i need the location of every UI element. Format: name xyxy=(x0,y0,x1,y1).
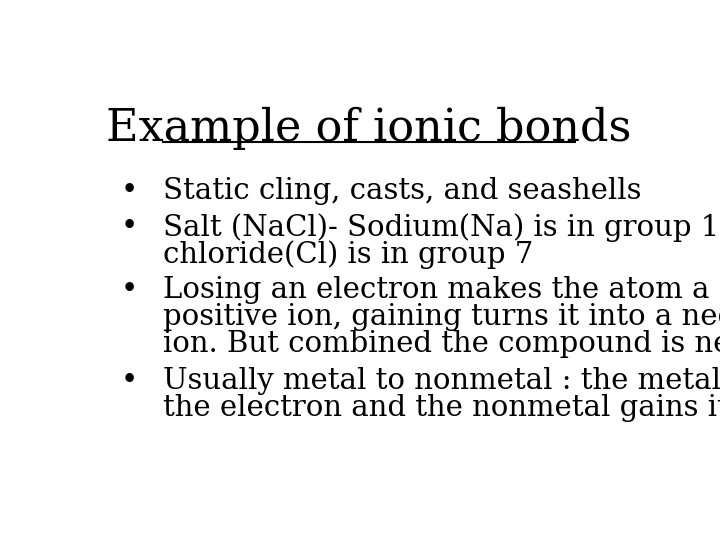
Text: positive ion, gaining turns it into a negative: positive ion, gaining turns it into a ne… xyxy=(163,303,720,332)
Text: Losing an electron makes the atom a: Losing an electron makes the atom a xyxy=(163,276,709,305)
Text: chloride(Cl) is in group 7: chloride(Cl) is in group 7 xyxy=(163,240,533,269)
Text: •: • xyxy=(120,213,138,241)
Text: Salt (NaCl)- Sodium(Na) is in group 1,: Salt (NaCl)- Sodium(Na) is in group 1, xyxy=(163,213,720,242)
Text: the electron and the nonmetal gains it: the electron and the nonmetal gains it xyxy=(163,394,720,422)
Text: Usually metal to nonmetal : the metal loses: Usually metal to nonmetal : the metal lo… xyxy=(163,367,720,395)
Text: Example of ionic bonds: Example of ionic bonds xyxy=(107,106,631,150)
Text: Static cling, casts, and seashells: Static cling, casts, and seashells xyxy=(163,177,641,205)
Text: ion. But combined the compound is neutral.: ion. But combined the compound is neutra… xyxy=(163,330,720,359)
Text: •: • xyxy=(120,177,138,205)
Text: •: • xyxy=(120,367,138,395)
Text: •: • xyxy=(120,276,138,305)
